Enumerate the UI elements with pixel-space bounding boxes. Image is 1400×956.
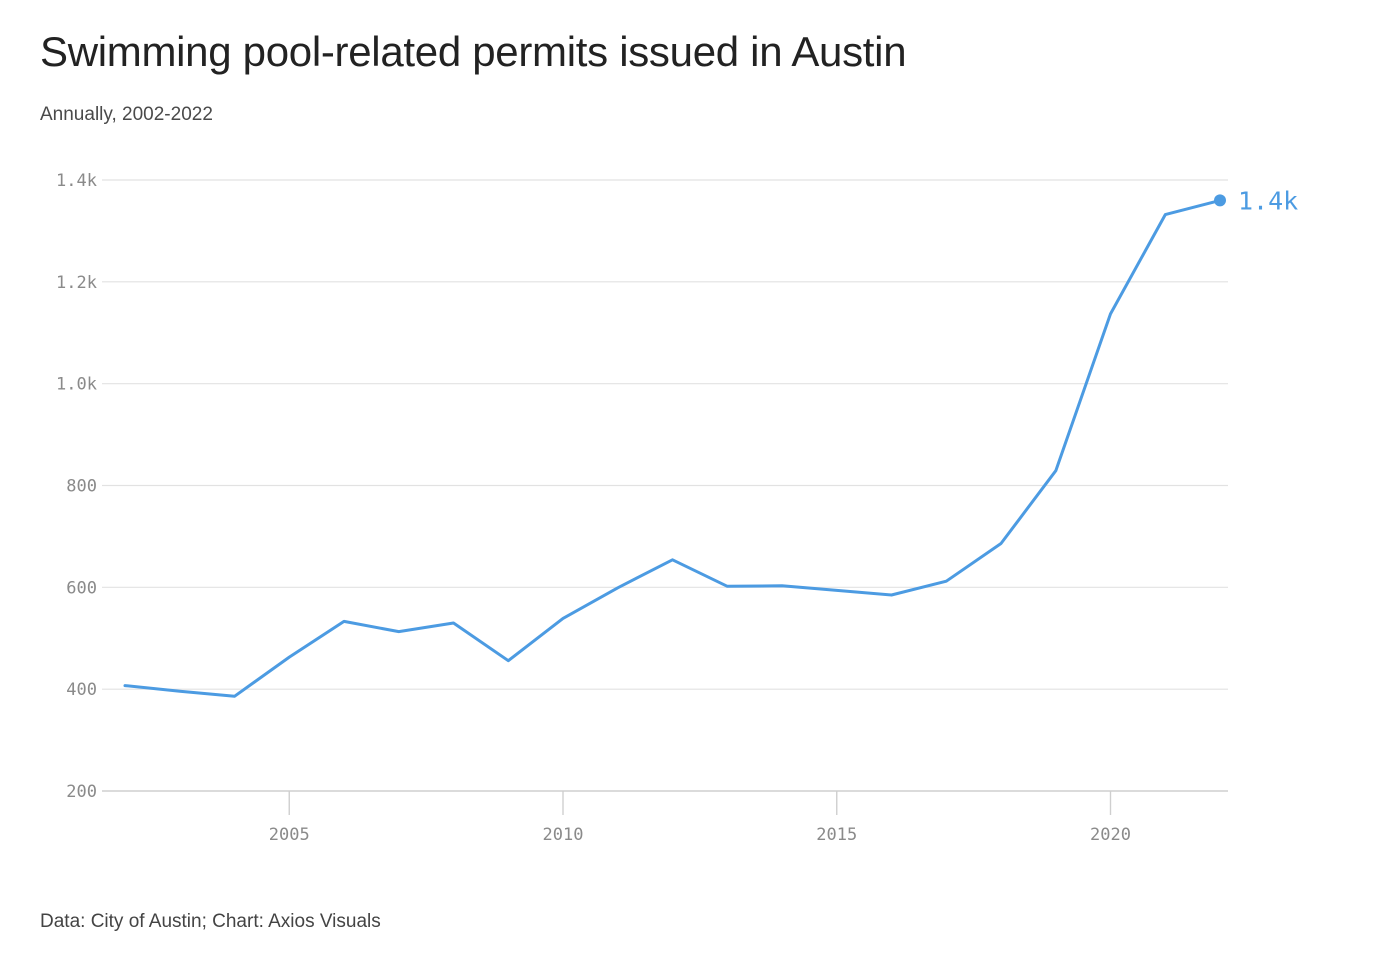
series-layer bbox=[123, 198, 1222, 698]
chart-subtitle: Annually, 2002-2022 bbox=[40, 104, 213, 125]
y-tick-label: 1.2k bbox=[56, 273, 97, 293]
annotation-layer: 1.4k bbox=[1214, 186, 1298, 215]
x-tick-label: 2020 bbox=[1090, 825, 1131, 845]
end-value-label: 1.4k bbox=[1238, 186, 1298, 215]
x-axis bbox=[102, 790, 1228, 815]
end-point-marker bbox=[1214, 194, 1226, 207]
y-tick-label: 400 bbox=[66, 680, 97, 700]
y-tick-label: 600 bbox=[66, 578, 97, 598]
x-tick-label: 2010 bbox=[543, 825, 584, 845]
y-tick-label: 1.4k bbox=[56, 171, 97, 191]
source-note: Data: City of Austin; Chart: Axios Visua… bbox=[40, 911, 381, 932]
x-axis-tick-labels: 2005 2010 2015 2020 bbox=[269, 825, 1131, 845]
series-line-0 bbox=[123, 198, 1222, 698]
x-tick-label: 2015 bbox=[816, 825, 857, 845]
y-tick-label: 1.0k bbox=[56, 375, 97, 395]
y-tick-label: 800 bbox=[66, 477, 97, 497]
x-tick-label: 2005 bbox=[269, 825, 310, 845]
chart-title: Swimming pool-related permits issued in … bbox=[40, 28, 907, 75]
y-tick-label: 200 bbox=[66, 782, 97, 802]
gridlines bbox=[102, 179, 1228, 690]
y-axis-tick-labels: 200 400 600 800 1.0k 1.2k 1.4k bbox=[56, 171, 97, 802]
